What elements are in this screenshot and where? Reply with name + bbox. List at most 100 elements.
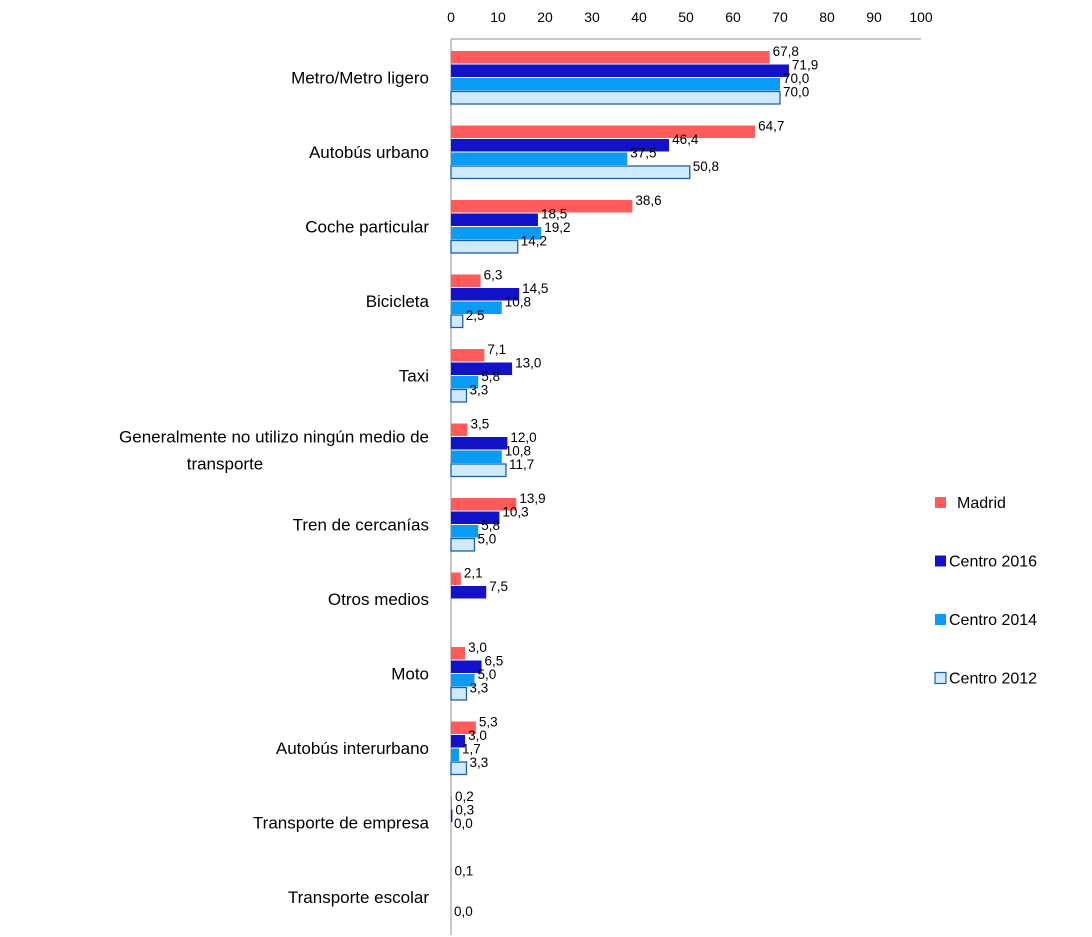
bar <box>451 362 513 375</box>
bar <box>451 809 453 822</box>
category-labels: Metro/Metro ligero Autobús urbano Coche pa… <box>119 69 430 908</box>
bar <box>451 152 628 165</box>
data-label: 7,1 <box>487 342 506 357</box>
bar <box>450 90 781 105</box>
bar <box>451 572 461 585</box>
bar <box>451 301 502 314</box>
data-label: 0,0 <box>454 816 473 831</box>
bar <box>450 537 476 552</box>
bar <box>451 498 517 511</box>
legend-label: Madrid <box>957 495 1006 512</box>
legend-label: Centro 2012 <box>949 671 1037 688</box>
data-label: 67,8 <box>773 44 799 59</box>
x-tick-label: 40 <box>631 9 647 25</box>
data-label: 50,8 <box>693 159 719 174</box>
legend-swatch <box>935 497 946 508</box>
bar <box>451 64 789 77</box>
bar <box>451 349 485 362</box>
bar <box>451 139 670 152</box>
data-label: 13,9 <box>519 491 545 506</box>
bar <box>451 200 633 213</box>
category-label: Tren de cercanías <box>293 516 429 535</box>
bar <box>450 165 691 180</box>
bar <box>451 274 481 287</box>
bar <box>451 735 466 748</box>
bar <box>450 463 507 478</box>
category-label: Metro/Metro ligero <box>291 69 429 88</box>
legend-swatch <box>935 614 946 625</box>
x-axis-ticks: 0 10 20 30 40 50 60 70 80 90 100 <box>447 9 933 25</box>
data-label: 6,3 <box>484 268 503 283</box>
data-label: 0,3 <box>455 803 474 818</box>
data-label: 3,0 <box>468 640 487 655</box>
x-tick-label: 60 <box>725 9 741 25</box>
data-label: 1,7 <box>462 742 481 757</box>
data-label: 3,0 <box>468 728 487 743</box>
bar <box>451 288 520 301</box>
bar <box>451 586 487 599</box>
data-label: 37,5 <box>630 146 656 161</box>
data-label: 3,3 <box>470 383 489 398</box>
bar <box>451 748 459 761</box>
data-label: 7,5 <box>489 579 508 594</box>
data-label: 19,2 <box>544 220 570 235</box>
bar <box>451 376 479 389</box>
data-label: 0,1 <box>454 864 473 879</box>
bar <box>450 761 468 776</box>
bar <box>450 314 464 329</box>
bar <box>451 437 508 450</box>
data-label: 5,8 <box>481 369 500 384</box>
category-label: Generalmente no utilizo ningún medio de <box>119 428 429 447</box>
bar <box>450 686 468 701</box>
data-label: 10,3 <box>502 505 528 520</box>
bar <box>451 78 780 91</box>
x-tick-label: 100 <box>909 9 933 25</box>
data-label: 18,5 <box>541 207 567 222</box>
data-label: 14,2 <box>521 234 547 249</box>
bar <box>451 796 452 809</box>
value-labels: 67,864,738,66,37,13,513,92,13,05,30,20,1… <box>454 44 818 919</box>
data-label: 11,7 <box>509 457 534 472</box>
category-label: Coche particular <box>305 218 429 237</box>
data-label: 2,1 <box>464 566 483 581</box>
data-label: 3,5 <box>470 417 489 432</box>
data-label: 2,5 <box>466 308 485 323</box>
bar <box>451 213 538 226</box>
data-label: 5,3 <box>479 715 498 730</box>
data-label: 10,8 <box>505 444 531 459</box>
bar <box>450 239 519 254</box>
data-label: 0,2 <box>455 789 474 804</box>
bars <box>450 51 789 883</box>
data-label: 5,0 <box>478 667 497 682</box>
bar <box>451 721 476 734</box>
category-label: Otros medios <box>328 590 429 609</box>
legend-label: Centro 2016 <box>949 554 1037 571</box>
data-label: 3,3 <box>470 681 489 696</box>
data-label: 5,0 <box>478 532 497 547</box>
x-tick-label: 10 <box>490 9 506 25</box>
bar <box>451 125 756 138</box>
legend-swatch <box>935 555 946 567</box>
legend-swatch <box>934 671 947 685</box>
bar <box>451 660 482 673</box>
bar <box>450 388 468 403</box>
category-label: Transporte escolar <box>288 888 429 907</box>
data-label: 5,8 <box>481 518 500 533</box>
data-label: 70,0 <box>783 71 809 86</box>
data-label: 38,6 <box>635 193 661 208</box>
category-label: Taxi <box>399 367 429 386</box>
data-label: 0,0 <box>454 904 473 919</box>
category-label: Transporte de empresa <box>253 814 430 833</box>
x-tick-label: 0 <box>447 9 455 25</box>
category-label: transporte <box>187 455 264 474</box>
data-label: 64,7 <box>758 119 784 134</box>
x-tick-label: 70 <box>772 9 788 25</box>
bar <box>451 647 466 660</box>
bar <box>451 511 500 524</box>
bar <box>451 450 502 463</box>
data-label: 70,0 <box>783 85 809 100</box>
bar <box>451 51 770 64</box>
x-tick-label: 50 <box>678 9 694 25</box>
x-tick-label: 30 <box>584 9 600 25</box>
